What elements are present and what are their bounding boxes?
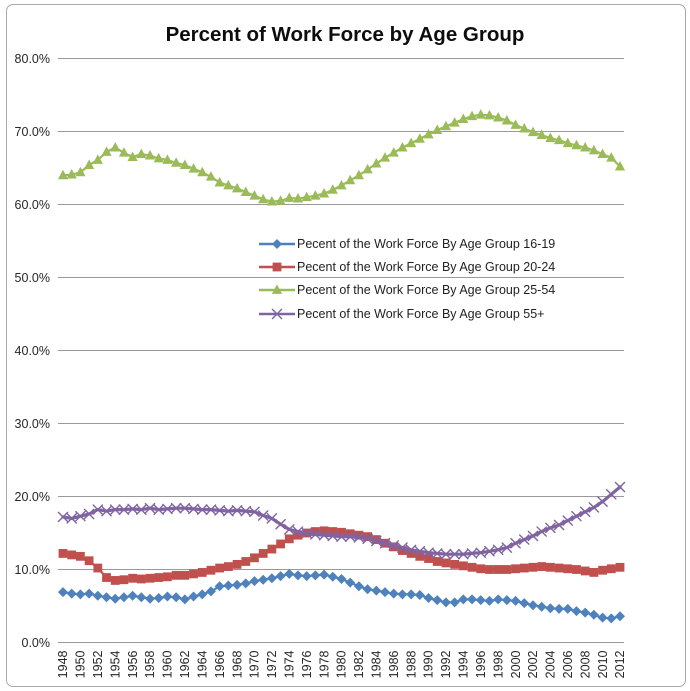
y-tick-label: 50.0% — [15, 271, 50, 285]
x-tick-label: 1994 — [457, 650, 471, 678]
x-tick-label: 2000 — [509, 650, 523, 678]
x-tick-label: 1960 — [161, 650, 175, 678]
x-tick-label: 1966 — [213, 650, 227, 678]
x-tick-label: 1982 — [352, 650, 366, 678]
x-tick-label: 1964 — [195, 650, 209, 678]
legend-label-55plus: Pecent of the Work Force By Age Group 55… — [297, 306, 545, 321]
y-tick-label: 60.0% — [15, 198, 50, 212]
x-tick-label: 1974 — [282, 650, 296, 678]
x-axis-labels: 1948 1950 1952 1954 1956 1958 1960 1962 1964 1966… — [56, 650, 627, 678]
legend-line-square-icon — [259, 262, 295, 272]
x-tick-label: 1988 — [404, 650, 418, 678]
legend-item-25-54: Pecent of the Work Force By Age Group 25… — [258, 279, 555, 302]
legend-item-16-19: Pecent of the Work Force By Age Group 16… — [258, 232, 555, 255]
legend-label-25-54: Pecent of the Work Force By Age Group 25… — [297, 283, 556, 298]
legend-label-16-19: Pecent of the Work Force By Age Group 16… — [297, 236, 556, 251]
series-diamond — [58, 568, 625, 624]
y-tick-label: 20.0% — [15, 490, 50, 504]
gridlines — [58, 58, 624, 643]
legend-item-55plus: Pecent of the Work Force By Age Group 55… — [258, 302, 555, 325]
x-tick-label: 1984 — [370, 650, 384, 678]
series-x — [57, 481, 626, 560]
legend-label-20-24: Pecent of the Work Force By Age Group 20… — [297, 260, 556, 275]
x-tick-label: 2002 — [526, 650, 540, 678]
x-tick-label: 2010 — [596, 650, 610, 678]
x-tick-label: 1952 — [91, 650, 105, 678]
x-tick-label: 1986 — [387, 650, 401, 678]
x-tick-label: 1976 — [300, 650, 314, 678]
x-tick-label: 1978 — [317, 650, 331, 678]
x-tick-label: 1954 — [108, 650, 122, 678]
legend-item-20-24: Pecent of the Work Force By Age Group 20… — [258, 255, 555, 278]
legend-line-triangle-icon — [259, 284, 295, 295]
series-triangle — [57, 109, 626, 206]
x-tick-label: 1998 — [491, 650, 505, 678]
x-tick-label: 1990 — [422, 650, 436, 678]
x-tick-label: 1970 — [248, 650, 262, 678]
y-tick-label: 30.0% — [15, 417, 50, 431]
y-tick-label: 80.0% — [15, 52, 50, 66]
x-tick-label: 2008 — [578, 650, 592, 678]
x-tick-label: 1980 — [335, 650, 349, 678]
x-tick-label: 2012 — [613, 650, 627, 678]
x-tick-label: 1950 — [74, 650, 88, 678]
x-tick-label: 2006 — [561, 650, 575, 678]
series-square — [58, 526, 625, 585]
y-axis-labels: 0.0% 10.0% 20.0% 30.0% 40.0% 50.0% 60.0% 70.0% 8… — [15, 52, 50, 650]
x-tick-label: 1968 — [230, 650, 244, 678]
legend-line-x-icon — [259, 308, 295, 320]
legend-line-diamond-icon — [259, 238, 295, 249]
legend: Pecent of the Work Force By Age Group 16… — [258, 232, 555, 326]
x-tick-label: 1956 — [126, 650, 140, 678]
x-tick-label: 1948 — [56, 650, 70, 678]
x-tick-label: 1962 — [178, 650, 192, 678]
y-tick-label: 0.0% — [22, 636, 51, 650]
y-tick-label: 10.0% — [15, 563, 50, 577]
x-tick-label: 1992 — [439, 650, 453, 678]
x-tick-label: 1958 — [143, 650, 157, 678]
x-tick-label: 1972 — [265, 650, 279, 678]
y-tick-label: 40.0% — [15, 344, 50, 358]
chart-title: Percent of Work Force by Age Group — [165, 23, 525, 46]
x-tick-label: 2004 — [544, 650, 558, 678]
y-tick-label: 70.0% — [15, 125, 50, 139]
x-tick-label: 1996 — [474, 650, 488, 678]
